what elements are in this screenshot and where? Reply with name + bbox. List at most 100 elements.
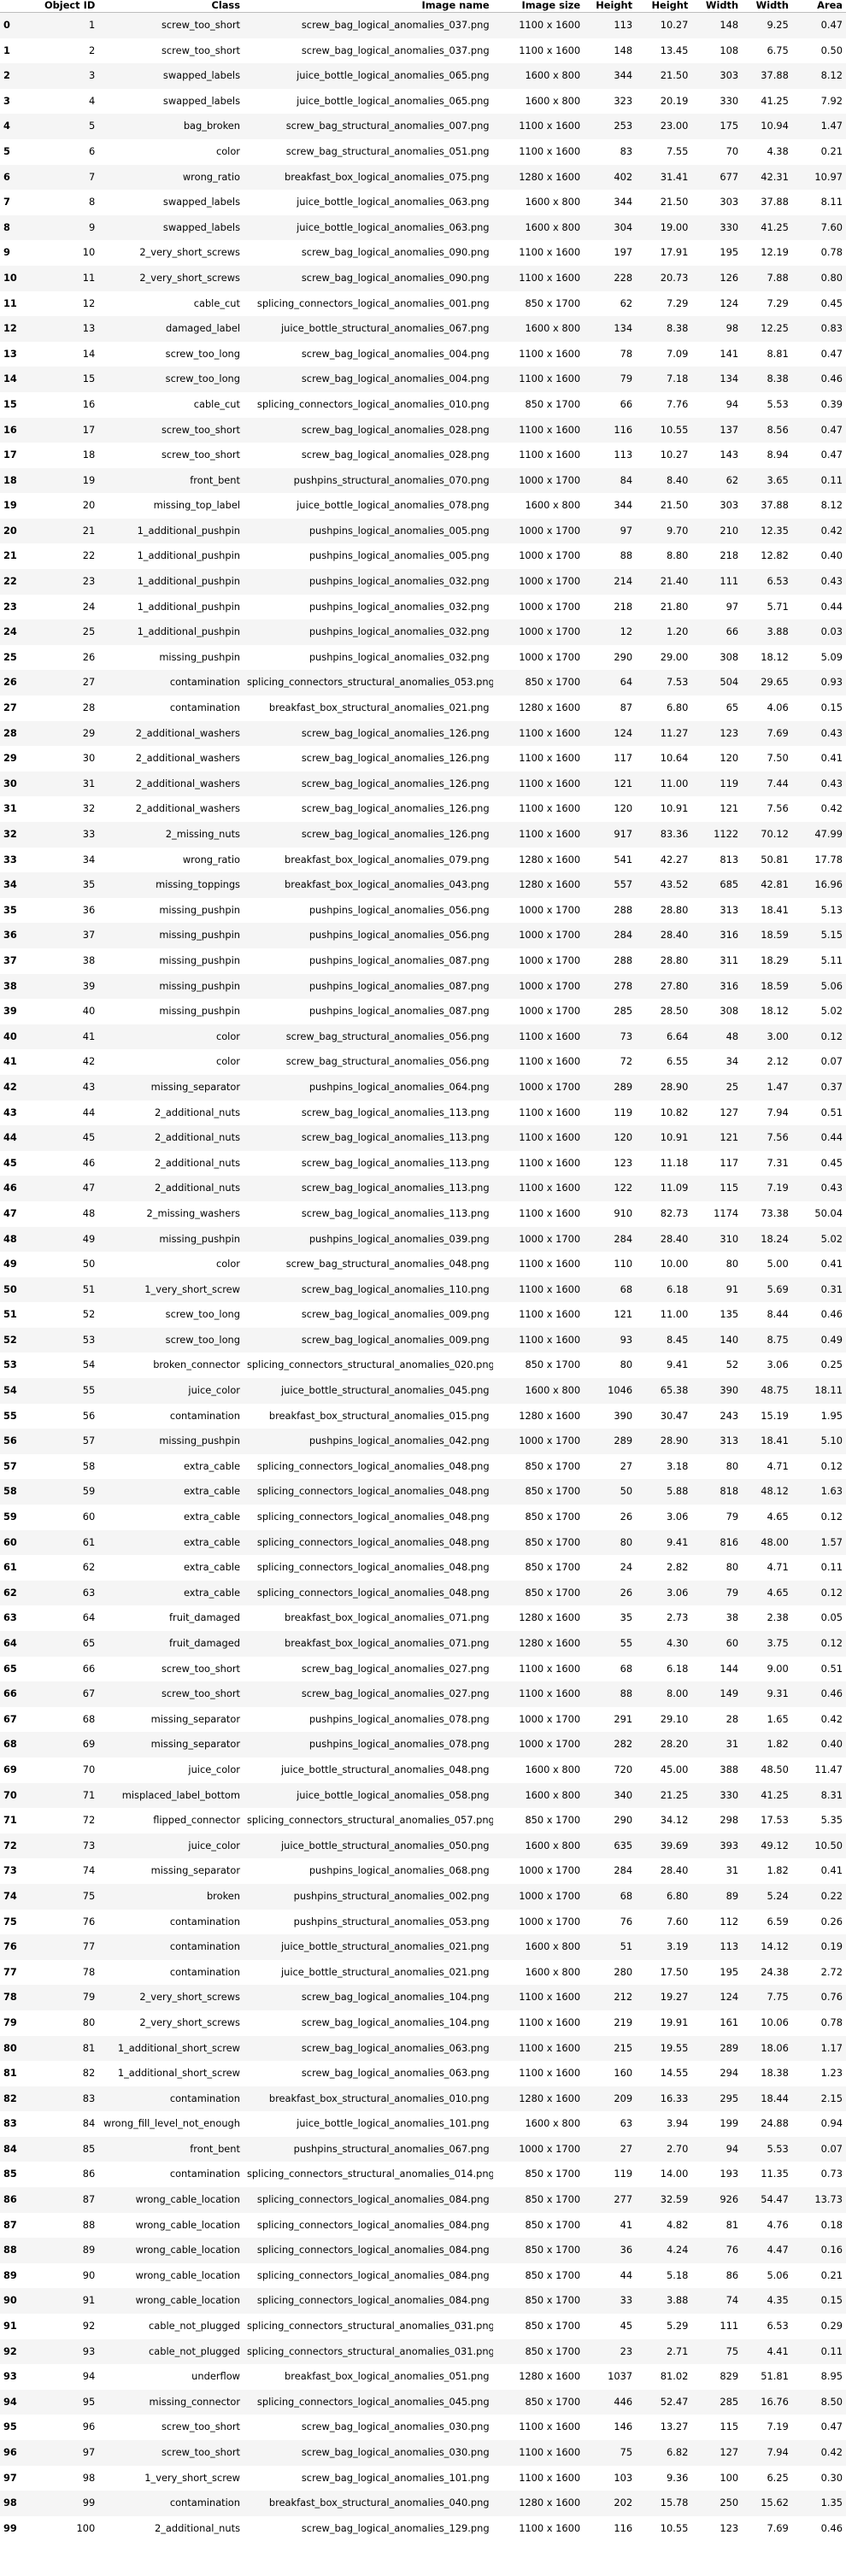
table-cell: screw_bag_logical_anomalies_009.png bbox=[301, 1333, 490, 1346]
table-cell: 5.53 bbox=[767, 2142, 789, 2155]
table-cell: 76 bbox=[620, 1915, 633, 1928]
table-cell: missing_pushpin bbox=[159, 1232, 240, 1245]
table-cell: 0.21 bbox=[820, 144, 843, 157]
table-cell: 850 x 1700 bbox=[525, 2168, 581, 2180]
table-cell: 71 bbox=[82, 1788, 96, 1801]
table-row: 75 76 contamination pushpins_structural_ano… bbox=[0, 1909, 846, 1935]
table-cell: 2_additional_nuts bbox=[154, 2521, 240, 2534]
table-cell: 14 bbox=[82, 347, 96, 360]
table-cell: 82.73 bbox=[660, 1206, 689, 1219]
table-cell: 0.07 bbox=[820, 2142, 843, 2155]
table-cell: 11.18 bbox=[660, 1156, 689, 1169]
row-index: 72 bbox=[3, 1839, 17, 1851]
table-cell: 66 bbox=[82, 1662, 96, 1675]
table-cell: 55 bbox=[82, 1384, 96, 1397]
table-cell: 121 bbox=[614, 777, 633, 789]
table-cell: 1000 x 1700 bbox=[519, 954, 581, 966]
table-cell: screw_too_long bbox=[165, 347, 240, 360]
table-cell: 215 bbox=[614, 2041, 633, 2054]
table-cell: 2_additional_washers bbox=[135, 802, 240, 815]
table-cell: 78 bbox=[620, 347, 633, 360]
table-cell: 1000 x 1700 bbox=[519, 549, 581, 562]
table-cell: pushpins_logical_anomalies_005.png bbox=[308, 549, 490, 562]
table-cell: 74 bbox=[726, 2294, 739, 2307]
row-index: 49 bbox=[3, 1258, 17, 1270]
table-cell: 850 x 1700 bbox=[525, 1561, 581, 1574]
table-cell: 0.40 bbox=[820, 549, 843, 562]
table-cell: cable_cut bbox=[193, 296, 240, 309]
table-cell: 80 bbox=[620, 1535, 633, 1548]
table-cell: pushpins_structural_anomalies_002.png bbox=[293, 1889, 490, 1902]
table-cell: 12.25 bbox=[761, 322, 789, 335]
table-cell: extra_cable bbox=[183, 1561, 240, 1574]
table-cell: 0.46 bbox=[820, 2521, 843, 2534]
table-cell: 311 bbox=[720, 954, 739, 966]
row-index: 38 bbox=[3, 979, 17, 992]
table-cell: breakfast_box_structural_anomalies_040.p… bbox=[268, 2497, 490, 2509]
table-cell: 910 bbox=[614, 1206, 633, 1219]
table-cell: juice_bottle_structural_anomalies_021.pn… bbox=[281, 1940, 490, 1953]
table-cell: 87 bbox=[82, 2193, 96, 2206]
table-cell: 0.41 bbox=[820, 752, 843, 765]
table-cell: 504 bbox=[720, 676, 739, 689]
table-row: 37 38 missing_pushpin pushpins_logical_anom… bbox=[0, 948, 846, 974]
table-cell: 0.12 bbox=[820, 1459, 843, 1472]
table-cell: screw_too_short bbox=[161, 423, 240, 436]
row-index: 32 bbox=[3, 828, 17, 840]
table-cell: 40 bbox=[82, 1005, 96, 1018]
table-cell: 1600 x 800 bbox=[525, 322, 581, 335]
table-cell: 0.16 bbox=[820, 2244, 843, 2256]
row-index: 23 bbox=[3, 600, 17, 613]
table-cell: 0.22 bbox=[820, 1889, 843, 1902]
table-cell: 80 bbox=[82, 2016, 96, 2028]
table-cell: 1100 x 1600 bbox=[519, 828, 581, 840]
table-cell: 134 bbox=[720, 373, 739, 385]
table-row: 36 37 missing_pushpin pushpins_logical_anom… bbox=[0, 923, 846, 948]
table-cell: 303 bbox=[720, 499, 739, 512]
row-index: 94 bbox=[3, 2395, 17, 2408]
row-index: 53 bbox=[3, 1358, 17, 1371]
table-cell: pushpins_logical_anomalies_087.png bbox=[308, 979, 490, 992]
table-cell: 1000 x 1700 bbox=[519, 1080, 581, 1093]
table-row: 22 23 1_additional_pushpin pushpins_logical… bbox=[0, 569, 846, 595]
table-row: 15 16 cable_cut splicing_connectors_logical… bbox=[0, 391, 846, 418]
table-cell: cable_not_plugged bbox=[148, 2320, 240, 2332]
table-cell: 79 bbox=[620, 373, 633, 385]
row-index: 98 bbox=[3, 2497, 17, 2509]
row-index: 43 bbox=[3, 1106, 17, 1118]
table-cell: 2_very_short_screws bbox=[139, 1991, 240, 2004]
table-cell: 149 bbox=[720, 1687, 739, 1700]
table-cell: 303 bbox=[720, 69, 739, 82]
row-index: 39 bbox=[3, 1005, 17, 1018]
table-cell: 850 x 1700 bbox=[525, 2193, 581, 2206]
table-cell: screw_bag_logical_anomalies_126.png bbox=[301, 752, 490, 765]
table-cell: 0.31 bbox=[820, 1282, 843, 1295]
table-cell: 0.73 bbox=[820, 2168, 843, 2180]
table-cell: 81 bbox=[726, 2218, 739, 2231]
table-cell: 17.78 bbox=[814, 853, 843, 866]
table-cell: 210 bbox=[720, 524, 739, 537]
table-cell: screw_bag_logical_anomalies_113.png bbox=[301, 1206, 490, 1219]
table-cell: 1000 x 1700 bbox=[519, 1864, 581, 1877]
table-cell: 0.46 bbox=[820, 373, 843, 385]
table-cell: 3.75 bbox=[767, 1637, 789, 1649]
table-cell: 29.65 bbox=[761, 676, 789, 689]
table-cell: screw_bag_logical_anomalies_004.png bbox=[301, 373, 490, 385]
table-cell: 161 bbox=[720, 2016, 739, 2028]
table-cell: breakfast_box_logical_anomalies_071.png bbox=[285, 1637, 490, 1649]
row-index: 86 bbox=[3, 2193, 17, 2206]
table-row: 96 97 screw_too_short screw_bag_logical_ano… bbox=[0, 2440, 846, 2466]
table-cell: 1_additional_pushpin bbox=[137, 625, 240, 638]
row-index: 89 bbox=[3, 2268, 17, 2281]
table-cell: 0.45 bbox=[820, 1156, 843, 1169]
table-cell: 6.53 bbox=[767, 2320, 789, 2332]
table-cell: 79 bbox=[726, 1511, 739, 1523]
table-cell: 31 bbox=[82, 777, 96, 789]
table-cell: 1280 x 1600 bbox=[519, 1409, 581, 1422]
table-cell: splicing_connectors_logical_anomalies_04… bbox=[256, 1459, 490, 1472]
table-row: 93 94 underflow breakfast_box_logical_anoma… bbox=[0, 2364, 846, 2390]
table-cell: 9.36 bbox=[666, 2471, 689, 2484]
table-cell: 218 bbox=[720, 549, 739, 562]
table-cell: 280 bbox=[614, 1965, 633, 1978]
column-header: Width bbox=[742, 0, 792, 13]
